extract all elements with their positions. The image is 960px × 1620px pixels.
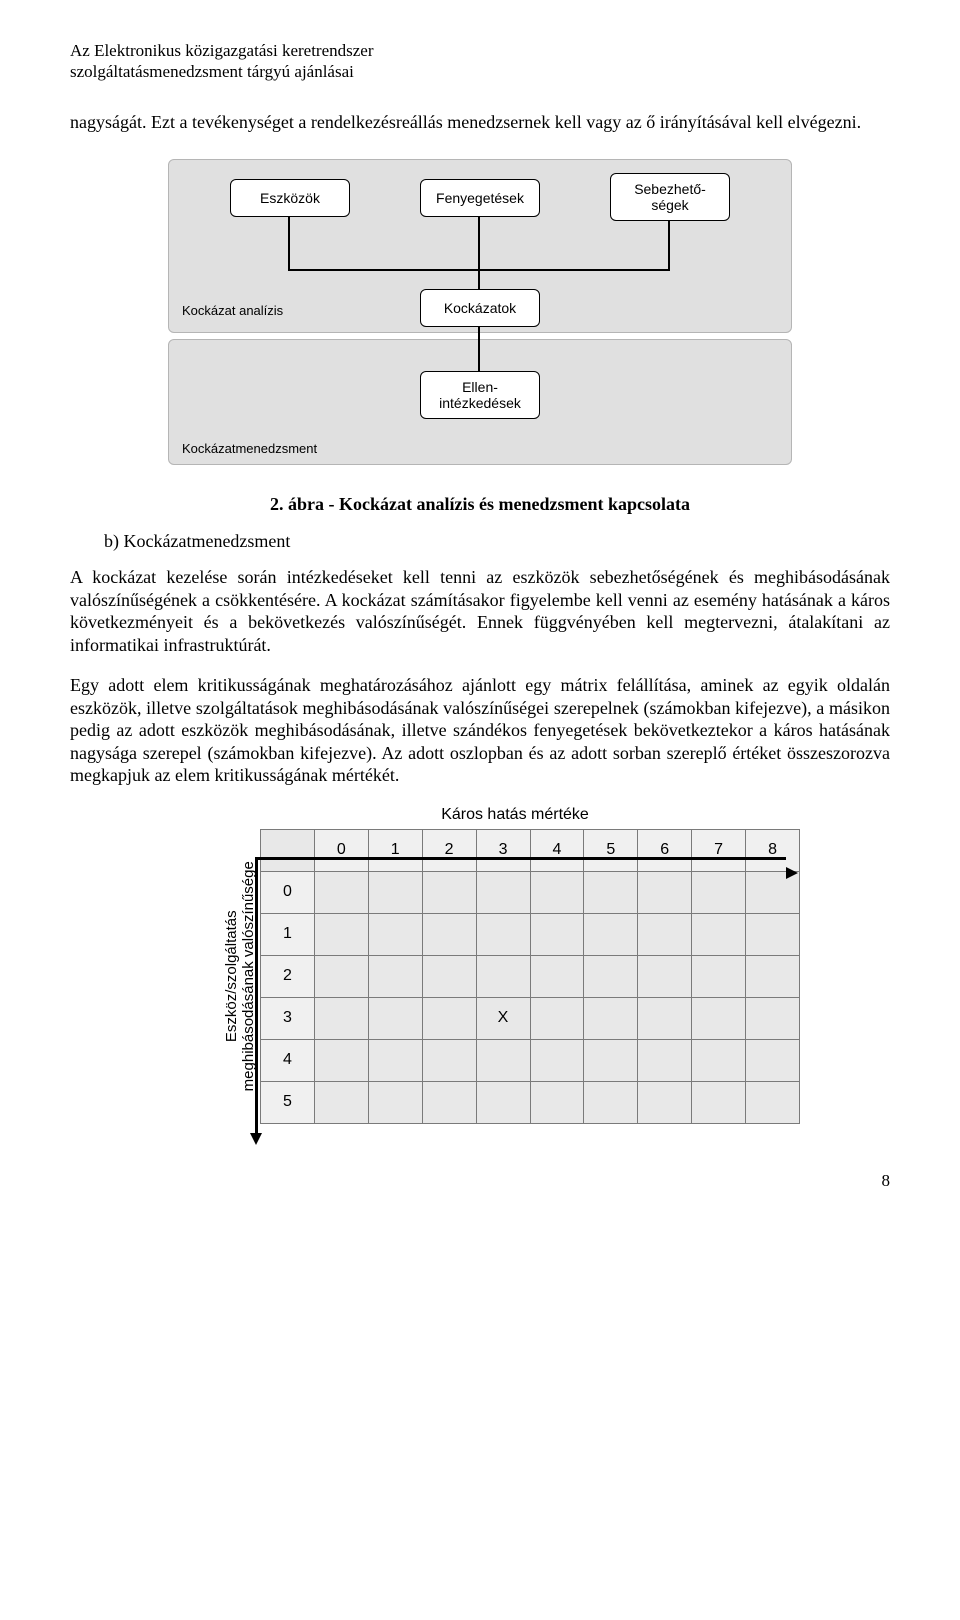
matrix-cell [638,1081,692,1123]
matrix-cell [368,1081,422,1123]
matrix-col-header: 3 [476,829,530,871]
matrix-cell [422,997,476,1039]
matrix-cell [314,1039,368,1081]
matrix-cell [530,955,584,997]
matrix-cell [476,1039,530,1081]
matrix-cell [692,871,746,913]
matrix-cell [476,871,530,913]
matrix-x-axis-label: Káros hatás mértéke [160,805,800,825]
matrix-cell [692,955,746,997]
connector-line [288,217,290,269]
paragraph-intro: nagyságát. Ezt a tevékenységet a rendelk… [70,111,890,134]
matrix-cell [422,871,476,913]
matrix-row-header: 3 [261,997,315,1039]
matrix-col-header: 4 [530,829,584,871]
matrix-cell [638,871,692,913]
matrix-cell [314,913,368,955]
matrix-cell: X [476,997,530,1039]
matrix-cell [422,955,476,997]
matrix-cell [584,955,638,997]
figure-caption: 2. ábra - Kockázat analízis és menedzsme… [70,493,890,516]
arrow-right-icon [786,867,798,879]
matrix-cell [422,913,476,955]
box-kockazatok: Kockázatok [420,289,540,327]
matrix-row-header: 5 [261,1081,315,1123]
matrix-cell [368,955,422,997]
connector-line [478,327,480,371]
matrix-col-header: 7 [692,829,746,871]
matrix-row-header: 0 [261,871,315,913]
matrix-row-header: 4 [261,1039,315,1081]
label-kockazat-analizis: Kockázat analízis [182,303,283,319]
matrix-cell [746,1039,800,1081]
matrix-cell [746,913,800,955]
matrix-cell [314,871,368,913]
paragraph-kockazatmenedzsment: A kockázat kezelése során intézkedéseket… [70,566,890,656]
matrix-cell [746,1081,800,1123]
matrix-cell [584,997,638,1039]
matrix-cell [476,955,530,997]
matrix-cell [692,1039,746,1081]
matrix-cell [368,871,422,913]
matrix-cell [746,955,800,997]
axis-line-top [258,857,786,860]
matrix-cell [584,871,638,913]
box-sebezhetosegek: Sebezhető-ségek [610,173,730,221]
connector-line [478,269,480,289]
matrix-cell [530,1081,584,1123]
matrix-cell [422,1039,476,1081]
matrix-cell [746,997,800,1039]
matrix-cell [584,1081,638,1123]
matrix-y-axis-label: Eszköz/szolgáltatásmeghibásodásának való… [220,829,260,1124]
matrix-cell [530,913,584,955]
matrix-cell [584,913,638,955]
matrix-cell [476,1081,530,1123]
label-kockazatmenedzsment: Kockázatmenedzsment [182,441,317,457]
matrix-cell [638,1039,692,1081]
matrix-cell [368,1039,422,1081]
matrix-col-header: 1 [368,829,422,871]
header-line-2: szolgáltatásmenedzsment tárgyú ajánlásai [70,61,890,82]
matrix-cell [638,913,692,955]
matrix-cell [530,871,584,913]
matrix-row-header: 2 [261,955,315,997]
subsection-b: b) Kockázatmenedzsment [104,530,890,553]
box-fenyegetesek: Fenyegetések [420,179,540,217]
matrix-cell [314,1081,368,1123]
paragraph-matrix-desc: Egy adott elem kritikusságának meghatáro… [70,674,890,787]
box-ellenintezkedesek: Ellen-intézkedések [420,371,540,419]
box-eszkozok: Eszközök [230,179,350,217]
matrix-cell [368,997,422,1039]
matrix-col-header: 0 [314,829,368,871]
connector-line [478,217,480,269]
doc-header: Az Elektronikus közigazgatási keretrends… [70,40,890,83]
diagram-risk-analysis: Eszközök Fenyegetések Sebezhető-ségek Ko… [70,151,890,473]
page-number: 8 [70,1170,890,1191]
criticality-grid: 012345678 0123X45 [260,829,800,1124]
matrix-col-header: 5 [584,829,638,871]
matrix-cell [314,955,368,997]
matrix-col-header: 2 [422,829,476,871]
arrow-down-icon [250,1133,262,1145]
matrix-cell [584,1039,638,1081]
matrix-cell [638,955,692,997]
header-line-1: Az Elektronikus közigazgatási keretrends… [70,40,890,61]
matrix-cell [692,997,746,1039]
matrix-col-header: 8 [746,829,800,871]
matrix-cell [530,1039,584,1081]
matrix-cell [368,913,422,955]
matrix-row-header: 1 [261,913,315,955]
matrix-cell [422,1081,476,1123]
matrix-col-header: 6 [638,829,692,871]
matrix-cell [314,997,368,1039]
criticality-matrix: Káros hatás mértéke Eszköz/szolgáltatásm… [70,805,890,1124]
matrix-cell [692,913,746,955]
matrix-cell [530,997,584,1039]
connector-line [668,221,670,269]
matrix-cell [692,1081,746,1123]
matrix-cell [638,997,692,1039]
matrix-cell [476,913,530,955]
